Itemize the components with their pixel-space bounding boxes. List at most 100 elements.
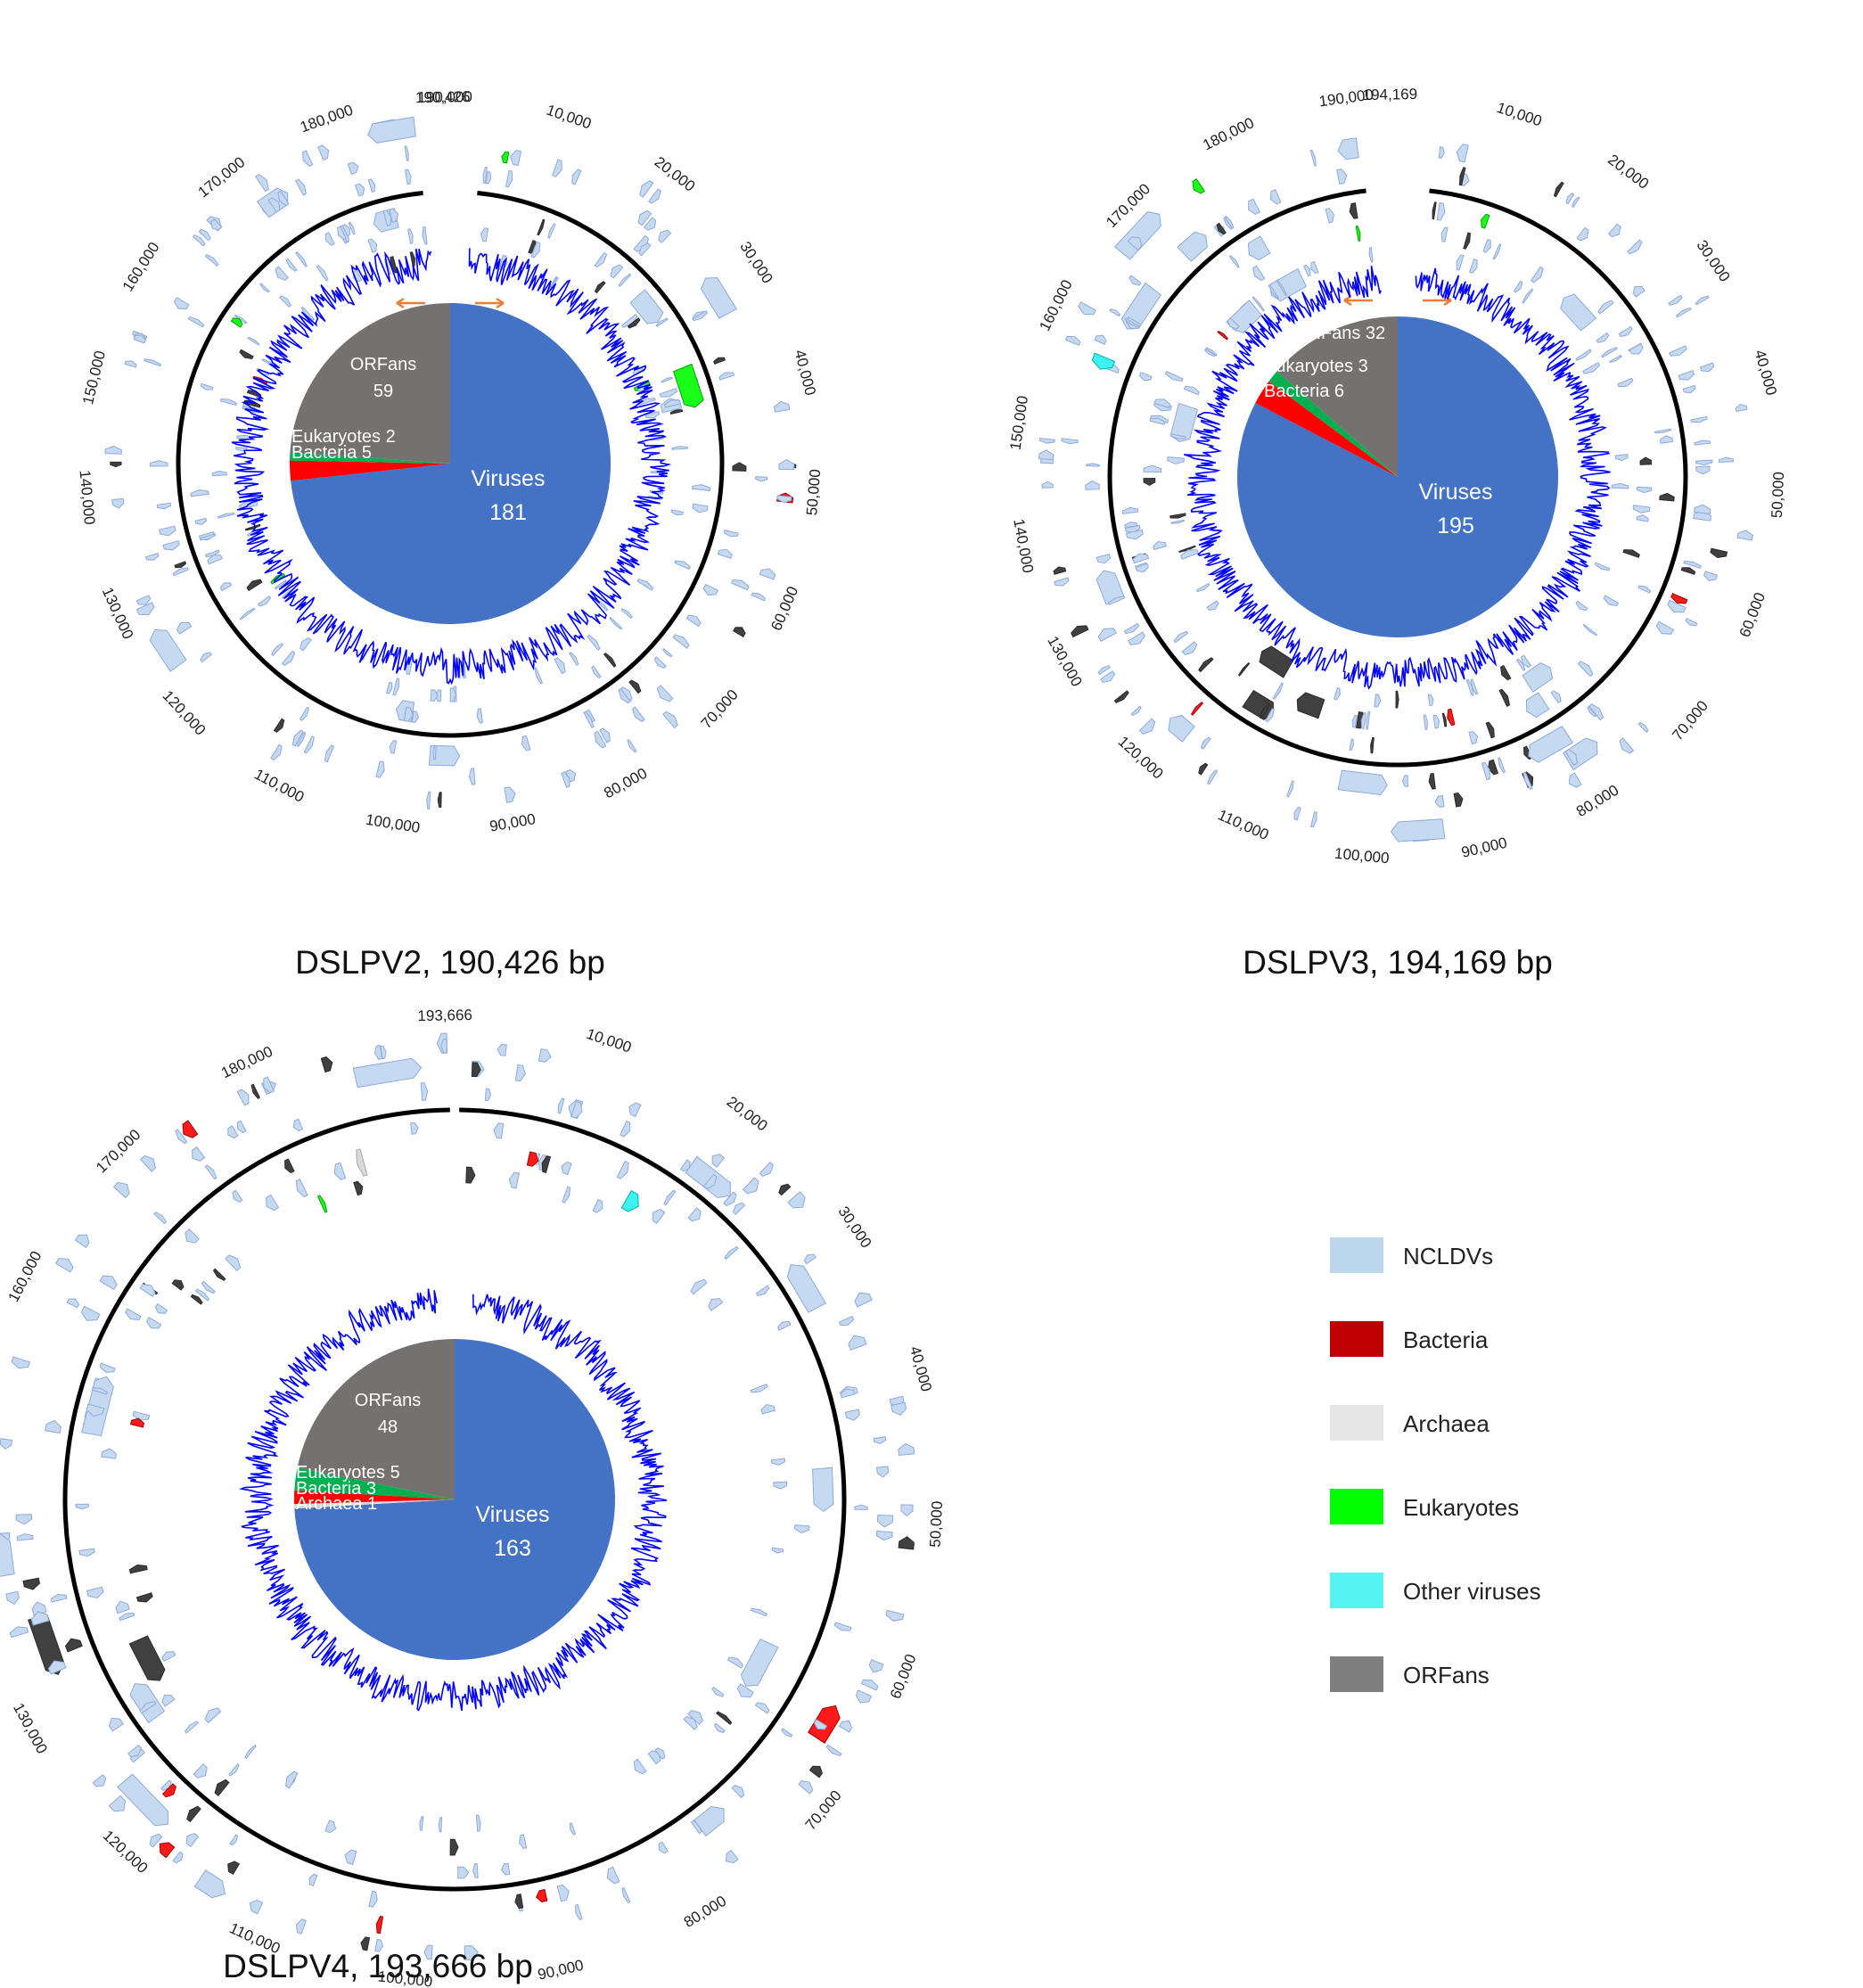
gene-ncldv xyxy=(174,297,190,310)
gene-ncldv xyxy=(1143,464,1162,473)
gene-ncldv xyxy=(158,525,176,537)
gene-ncldv xyxy=(198,228,211,242)
gene-ncldv xyxy=(1334,686,1341,701)
tick-label: 140,000 xyxy=(77,470,99,526)
gene-ncldv xyxy=(375,760,385,778)
pie-value-viruses: 181 xyxy=(489,500,527,525)
gene-orfan xyxy=(733,627,746,637)
gene-ncldv xyxy=(295,1179,308,1198)
tick-label: 40,000 xyxy=(1752,348,1780,397)
gene-ncldv xyxy=(144,358,162,367)
gene-ncldv xyxy=(423,1944,433,1960)
gene-ncldv xyxy=(1360,712,1366,729)
gene-ncldv xyxy=(11,1356,30,1369)
gene-orfan xyxy=(471,1062,481,1078)
gene-orfan xyxy=(1237,661,1251,677)
gene-ncldv xyxy=(813,1719,828,1730)
gene-orfan xyxy=(244,523,261,531)
gene-ncldv xyxy=(132,1410,151,1421)
gene-orfan xyxy=(628,679,642,694)
gene-orfan xyxy=(246,579,263,592)
gene-ncldv xyxy=(0,1532,15,1577)
gene-ncldv xyxy=(1607,223,1621,238)
gene-orfan xyxy=(1370,736,1375,754)
gene-orfan xyxy=(1143,477,1156,486)
origin-arrow-left-icon xyxy=(396,297,425,309)
tick-label: 170,000 xyxy=(195,153,249,201)
gene-ncldv xyxy=(1564,749,1578,766)
gene-ncldv xyxy=(139,1154,156,1172)
gene-ncldv xyxy=(616,1160,629,1179)
gene-ncldv xyxy=(1153,540,1167,551)
gene-ncldv xyxy=(557,1097,565,1114)
gene-ncldv xyxy=(675,560,691,571)
gene-orfan xyxy=(465,1166,476,1184)
gene-ncldv xyxy=(300,637,312,652)
gene-ncldv xyxy=(1528,726,1574,763)
gene-ncldv xyxy=(692,484,711,491)
gene-ncldv xyxy=(1041,481,1054,489)
gene-ncldv xyxy=(354,183,365,197)
gene-ncldv xyxy=(658,229,672,244)
gene-ncldv xyxy=(374,1938,384,1952)
gene-ncldv xyxy=(405,168,412,185)
pie-slice-bacteria xyxy=(1255,381,1398,477)
gc-content-trace xyxy=(239,1288,668,1712)
gene-ncldv xyxy=(898,1442,915,1457)
gene-ncldv xyxy=(112,1181,130,1199)
gene-orfan xyxy=(250,1083,261,1099)
gene-ncldv xyxy=(773,400,791,413)
gene-ncldv xyxy=(759,1161,774,1177)
gene-orfan xyxy=(1622,549,1640,558)
gene-orfan xyxy=(1178,545,1196,553)
gene-ncldv xyxy=(389,208,399,223)
gene-orfan xyxy=(1296,692,1325,719)
gene-ncldv xyxy=(219,582,233,592)
genome-map-dslpv4: 193,666 10,000 20,000 30,000 40,000 50,000 60,… xyxy=(0,1006,946,1988)
gene-ncldv xyxy=(776,495,792,504)
gene-ncldv xyxy=(259,283,270,293)
gene-ncldv xyxy=(1550,690,1562,704)
gene-ncldv xyxy=(66,1298,80,1309)
gene-ncldv xyxy=(199,533,217,541)
gene-ncldv xyxy=(135,602,155,616)
gene-ncldv xyxy=(1351,714,1358,728)
gene-ncldv xyxy=(1571,196,1580,209)
gene-ncldv xyxy=(1401,775,1409,787)
gene-ncldv xyxy=(1366,711,1371,730)
gene-ncldv xyxy=(855,1689,873,1704)
gene-ncldv xyxy=(382,209,392,226)
gene-ncldv xyxy=(1629,342,1644,355)
gene-orfan xyxy=(1071,625,1089,638)
gene-ncldv xyxy=(662,647,673,658)
gene-other-virus xyxy=(620,1190,639,1212)
gene-ncldv xyxy=(45,1419,62,1434)
gene-ncldv xyxy=(1601,346,1618,358)
gene-ncldv xyxy=(1659,435,1674,444)
legend-swatch-orfans xyxy=(1330,1656,1383,1692)
gene-orfan xyxy=(212,1268,226,1281)
tick-label: 194,169 xyxy=(1362,86,1417,103)
gene-ncldv xyxy=(1632,505,1651,513)
legend: NCLDVs Bacteria Archaea Eukaryotes Other… xyxy=(1330,1237,1541,1692)
gene-ncldv xyxy=(348,221,356,235)
gene-orfan xyxy=(186,1805,201,1823)
gene-ncldv xyxy=(518,1834,528,1850)
gene-ncldv xyxy=(440,1038,447,1054)
gene-orfan xyxy=(1710,547,1728,559)
gene-ncldv xyxy=(161,1694,176,1707)
gene-ncldv xyxy=(742,1177,759,1195)
gene-ncldv xyxy=(156,502,172,510)
gene-ncldv xyxy=(726,1656,744,1669)
gene-ncldv xyxy=(885,1609,905,1622)
gene-ncldv xyxy=(154,1302,168,1314)
gene-ncldv xyxy=(175,1129,188,1145)
gene-ncldv xyxy=(587,634,601,651)
gene-ncldv xyxy=(508,1171,520,1189)
gene-ncldv xyxy=(257,595,272,607)
gene-orfan xyxy=(732,462,747,472)
gene-ncldv xyxy=(229,1834,239,1846)
gene-ncldv xyxy=(1699,362,1715,373)
gene-orfan xyxy=(1441,712,1448,727)
